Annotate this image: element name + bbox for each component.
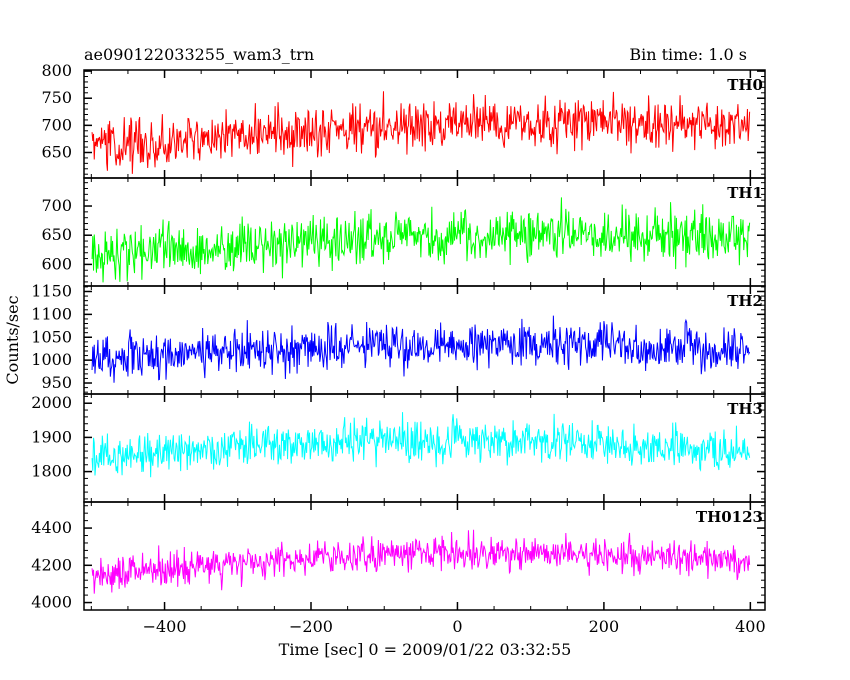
y-tick-label: 950 [41, 373, 72, 392]
x-tick-label: 400 [735, 617, 766, 636]
x-tick-label: 200 [589, 617, 620, 636]
y-tick-label: 650 [41, 142, 72, 161]
y-tick-label: 2000 [31, 393, 72, 412]
x-tick-label: −400 [143, 617, 187, 636]
panel-th0: 650 700 750 800 TH0 [41, 61, 766, 179]
y-tick-label: 1000 [31, 350, 72, 369]
y-tick-label: 1150 [31, 281, 72, 300]
y-tick-label: 1050 [31, 327, 72, 346]
panel-label: TH0123 [696, 508, 763, 526]
panel-th2: 950 1000 1050 1100 1150 TH2 [31, 281, 766, 395]
x-tick-label: 0 [452, 617, 462, 636]
y-tick-label: 4000 [31, 593, 72, 612]
y-tick-label: 700 [41, 115, 72, 134]
series-line-th3 [91, 412, 751, 478]
y-tick-label: 600 [41, 254, 72, 273]
panel-frame [83, 501, 766, 611]
y-tick-label: 1900 [31, 427, 72, 446]
panel-label: TH1 [727, 184, 763, 202]
y-tick-label: 750 [41, 88, 72, 107]
y-tick-label: 4400 [31, 518, 72, 537]
y-tick-label: 650 [41, 225, 72, 244]
y-tick-label: 700 [41, 196, 72, 215]
y-axis-label: Counts/sec [3, 295, 22, 384]
series-line-th0123 [91, 529, 751, 594]
panel-th0123: 4000 4200 4400 TH0123 [31, 501, 766, 612]
x-tick-label: −200 [289, 617, 333, 636]
panel-label: TH3 [727, 400, 763, 418]
series-line-th1 [91, 197, 751, 283]
y-tick-label: 1800 [31, 462, 72, 481]
series-line-th0 [91, 91, 751, 174]
chart-title: ae090122033255_wam3_trn [84, 45, 314, 64]
panel-th3: 1800 1900 2000 TH3 [31, 393, 766, 503]
panel-th1: 600 650 700 TH1 [41, 177, 766, 287]
panel-frame [83, 285, 766, 395]
panels-group: 650 700 750 800 TH0 600 650 700 TH1 950 1000 1050 11… [31, 61, 766, 612]
x-axis-label: Time [sec] 0 = 2009/01/22 03:32:55 [279, 640, 572, 659]
panel-label: TH0 [727, 76, 763, 94]
panel-label: TH2 [727, 292, 763, 310]
bin-time-label: Bin time: 1.0 s [629, 45, 747, 64]
y-tick-label: 1100 [31, 304, 72, 323]
y-tick-label: 800 [41, 61, 72, 80]
series-line-th2 [91, 315, 751, 383]
x-axis: −400 −200 0 200 400 [143, 617, 766, 636]
y-tick-label: 4200 [31, 555, 72, 574]
